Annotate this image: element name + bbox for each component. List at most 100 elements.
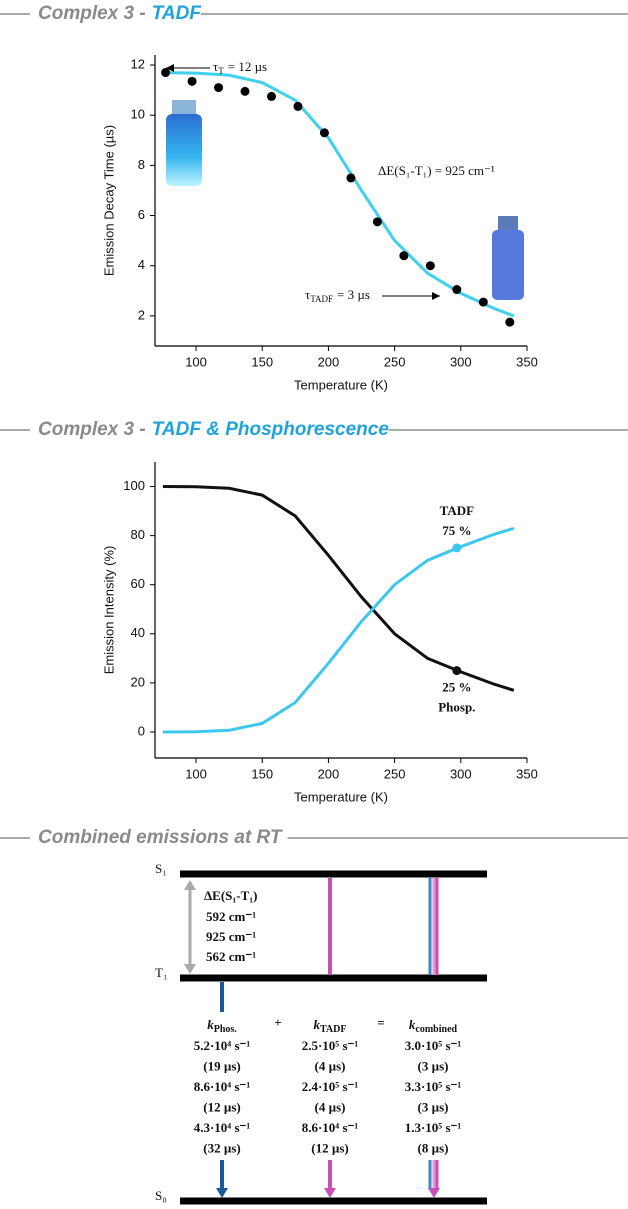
data-point xyxy=(346,173,356,183)
arrow-head xyxy=(166,64,174,72)
section-heading: Complex 3 - TADF & Phosphorescence xyxy=(38,419,389,440)
value-label: 25 % xyxy=(442,680,471,695)
annotation-part: T xyxy=(218,66,224,76)
y-tick-label: 20 xyxy=(131,674,145,689)
rate-value: 8.6·10⁴ s⁻¹ xyxy=(194,1079,251,1094)
vial-photo xyxy=(492,216,524,300)
heading-highlight: TADF xyxy=(152,3,203,24)
data-point xyxy=(161,68,171,78)
x-tick-label: 100 xyxy=(185,354,207,369)
rate-value: 4.3·10⁴ s⁻¹ xyxy=(194,1120,251,1135)
y-axis-label: Emission Intensity (%) xyxy=(101,546,116,675)
x-tick-label: 350 xyxy=(516,354,538,369)
x-tick-label: 150 xyxy=(251,766,273,781)
y-tick-label: 40 xyxy=(131,625,145,640)
annotation-part: τ xyxy=(305,287,310,302)
arrow-head xyxy=(428,1188,440,1198)
x-tick-label: 100 xyxy=(185,766,207,781)
gap-title: ΔE(S₁-T₁) xyxy=(204,888,258,903)
y-tick-label: 8 xyxy=(138,157,145,172)
series-line xyxy=(162,526,515,734)
rate-value: 2.4·10⁵ s⁻¹ xyxy=(302,1079,359,1094)
level-label: S₀ xyxy=(155,1188,167,1203)
arrow-head xyxy=(432,292,440,300)
rate-symbol-k: k xyxy=(409,1017,416,1032)
series-line xyxy=(162,485,515,692)
data-point xyxy=(505,317,515,327)
data-point xyxy=(319,128,329,138)
rate-symbol: kTADF xyxy=(314,1017,347,1035)
gap-value: 592 cm⁻¹ xyxy=(206,909,256,924)
rate-symbol-sub: Phos. xyxy=(214,1024,238,1035)
x-axis-label: Temperature (K) xyxy=(294,789,388,804)
heading-text: Complex 3 - xyxy=(38,419,146,440)
rate-value: 3.0·10⁵ s⁻¹ xyxy=(405,1038,462,1053)
x-axis-label: Temperature (K) xyxy=(294,377,388,392)
y-tick-label: 2 xyxy=(138,307,145,322)
level-label: T₁ xyxy=(155,965,167,980)
x-tick-label: 150 xyxy=(251,354,273,369)
arrow-head xyxy=(216,1188,228,1198)
gap-value: 925 cm⁻¹ xyxy=(206,929,256,944)
data-point xyxy=(293,101,303,111)
rate-value: (8 µs) xyxy=(418,1140,449,1155)
data-point xyxy=(399,251,409,261)
data-point xyxy=(452,285,462,295)
annotation: τTADF = 3 µs xyxy=(305,287,370,304)
arrow-head xyxy=(324,1188,336,1198)
y-tick-label: 6 xyxy=(138,207,145,222)
x-tick-label: 250 xyxy=(384,354,406,369)
arrow-head xyxy=(184,964,196,974)
data-point xyxy=(266,91,276,101)
y-tick-label: 0 xyxy=(138,723,145,738)
y-axis-label: Emission Decay Time (µs) xyxy=(101,125,116,276)
y-tick-label: 100 xyxy=(123,478,145,493)
rate-symbol-k: k xyxy=(314,1017,321,1032)
gap-value: 562 cm⁻¹ xyxy=(206,949,256,964)
x-tick-label: 200 xyxy=(318,354,340,369)
y-tick-label: 12 xyxy=(131,56,145,71)
annotation: ΔE(S₁-T₁) = 925 cm⁻¹ xyxy=(378,163,495,178)
rate-value: (4 µs) xyxy=(315,1058,346,1073)
rate-value: 2.5·10⁵ s⁻¹ xyxy=(302,1038,359,1053)
section-heading: Combined emissions at RT xyxy=(38,827,283,848)
annotation-part: τ xyxy=(213,59,218,74)
x-tick-label: 200 xyxy=(318,766,340,781)
annotation: τT = 12 µs xyxy=(213,59,267,76)
marker xyxy=(452,666,462,676)
rate-value: 1.3·10⁵ s⁻¹ xyxy=(405,1120,462,1135)
x-tick-label: 250 xyxy=(384,766,406,781)
annotation-part: TADF xyxy=(310,294,333,304)
heading-text: Complex 3 - xyxy=(38,3,146,24)
fit-line xyxy=(162,71,515,318)
y-tick-label: 4 xyxy=(138,257,145,272)
operator: = xyxy=(377,1015,384,1030)
level-label: S₁ xyxy=(155,861,167,876)
operator: + xyxy=(274,1015,281,1030)
rate-symbol-sub: combined xyxy=(415,1024,457,1035)
y-tick-label: 10 xyxy=(131,107,145,122)
x-tick-label: 300 xyxy=(450,354,472,369)
annotation-part: = 12 µs xyxy=(228,59,267,74)
annotation-part: = 3 µs xyxy=(337,287,370,302)
rate-value: (4 µs) xyxy=(315,1099,346,1114)
rate-symbol-k: k xyxy=(207,1017,214,1032)
data-point xyxy=(187,76,197,86)
series-name: TADF xyxy=(440,503,474,518)
data-point xyxy=(240,86,250,96)
y-tick-label: 80 xyxy=(131,527,145,542)
marker xyxy=(452,543,462,553)
data-point xyxy=(478,297,488,307)
value-label: 75 % xyxy=(442,523,471,538)
rate-value: 8.6·10⁴ s⁻¹ xyxy=(302,1120,359,1135)
series-name: Phosp. xyxy=(438,700,475,715)
rate-value: (12 µs) xyxy=(203,1099,240,1114)
heading-highlight: TADF & Phosphorescence xyxy=(152,419,390,440)
rate-value: 3.3·10⁵ s⁻¹ xyxy=(405,1079,462,1094)
rate-value: (3 µs) xyxy=(418,1099,449,1114)
y-tick-label: 60 xyxy=(131,576,145,591)
x-tick-label: 300 xyxy=(450,766,472,781)
data-point xyxy=(372,217,382,227)
vial-photo xyxy=(166,100,202,186)
